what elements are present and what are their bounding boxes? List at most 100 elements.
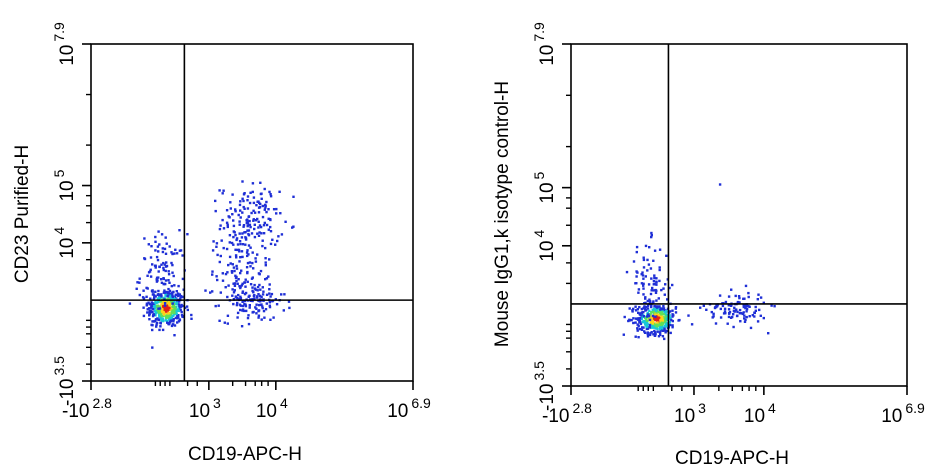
- event-dot: [658, 331, 662, 334]
- event-dot: [249, 191, 252, 194]
- event-dot: [143, 237, 146, 240]
- event-dot: [155, 255, 159, 259]
- event-dot: [163, 296, 166, 299]
- event-dot: [239, 295, 242, 298]
- event-dot: [648, 246, 651, 249]
- event-dot: [154, 309, 157, 313]
- event-dot: [235, 303, 239, 307]
- event-dot: [671, 309, 674, 312]
- event-dot: [247, 229, 251, 232]
- event-dot: [265, 277, 269, 280]
- event-dot: [264, 264, 267, 267]
- event-dot: [264, 261, 267, 264]
- event-dot: [241, 243, 245, 246]
- event-dot: [162, 277, 165, 281]
- event-dot: [162, 312, 166, 315]
- event-dot: [167, 294, 171, 298]
- event-dot: [234, 233, 237, 237]
- event-dot: [745, 315, 748, 319]
- event-dot: [166, 314, 169, 318]
- event-dot: [172, 274, 175, 278]
- event-dot: [149, 256, 153, 259]
- event-dot: [662, 313, 666, 316]
- event-dot: [151, 320, 154, 323]
- event-dot: [246, 261, 250, 265]
- event-dot: [172, 302, 176, 306]
- event-dot: [634, 309, 638, 312]
- event-dot: [730, 304, 733, 307]
- y-axis-ticks: -103.5 104 105 107.9: [51, 22, 91, 406]
- event-dot: [661, 319, 664, 322]
- event-dot: [264, 278, 267, 281]
- event-dot: [146, 308, 149, 311]
- event-dot: [268, 292, 271, 295]
- event-dot: [255, 312, 258, 315]
- event-dot: [181, 254, 184, 257]
- event-dot: [640, 307, 644, 311]
- event-dot: [655, 311, 658, 314]
- event-dot: [753, 311, 756, 315]
- event-dot: [258, 201, 261, 205]
- event-dot: [705, 308, 708, 311]
- event-dot: [171, 263, 174, 267]
- event-dot: [268, 304, 271, 307]
- event-dot: [269, 218, 272, 221]
- plot-frame: [90, 43, 414, 382]
- event-dot: [244, 304, 248, 308]
- event-dot: [155, 325, 158, 328]
- event-dot: [773, 305, 776, 308]
- event-dot: [265, 223, 269, 227]
- event-dot: [644, 296, 647, 299]
- event-dot: [238, 260, 241, 263]
- event-dot: [269, 242, 273, 246]
- event-dot: [157, 270, 160, 273]
- event-dot: [262, 224, 266, 227]
- event-dot: [173, 252, 176, 255]
- event-dot: [663, 320, 667, 324]
- event-dot: [235, 256, 238, 259]
- event-dot: [233, 284, 237, 287]
- event-dot: [261, 244, 264, 248]
- event-dot: [655, 283, 658, 286]
- event-dot: [147, 271, 151, 274]
- event-dot: [658, 327, 662, 331]
- event-dot: [758, 308, 761, 312]
- event-dot: [737, 301, 740, 304]
- event-dot: [175, 252, 179, 255]
- x-tick-label: -10 2.8: [62, 395, 112, 422]
- event-dot: [632, 317, 635, 320]
- event-dot: [265, 293, 269, 296]
- event-dot: [157, 318, 160, 321]
- event-dot: [653, 307, 656, 311]
- event-dot: [258, 273, 261, 276]
- event-dot: [292, 195, 295, 198]
- event-dot: [738, 296, 741, 300]
- event-dot: [155, 276, 159, 279]
- event-dot: [186, 308, 189, 312]
- event-dot: [272, 208, 276, 211]
- event-dot: [142, 289, 145, 292]
- event-dot: [250, 211, 253, 215]
- event-dot: [151, 263, 154, 266]
- event-dot: [710, 310, 713, 314]
- event-dot: [641, 274, 645, 277]
- event-dot: [204, 289, 207, 292]
- event-dot: [646, 322, 649, 325]
- event-dot: [246, 220, 249, 224]
- event-dot: [646, 269, 649, 272]
- event-dot: [182, 315, 185, 319]
- event-dot: [159, 313, 163, 316]
- event-dot: [235, 267, 239, 270]
- event-dot: [650, 305, 653, 309]
- event-dot: [664, 315, 668, 318]
- event-dot: [267, 228, 270, 231]
- event-dot: [211, 249, 215, 252]
- event-dot: [711, 316, 714, 319]
- event-dot: [148, 303, 151, 306]
- event-dot: [168, 289, 172, 293]
- event-dot: [152, 305, 156, 308]
- event-dot: [646, 333, 650, 336]
- event-dot: [257, 211, 261, 214]
- event-dot: [160, 281, 164, 284]
